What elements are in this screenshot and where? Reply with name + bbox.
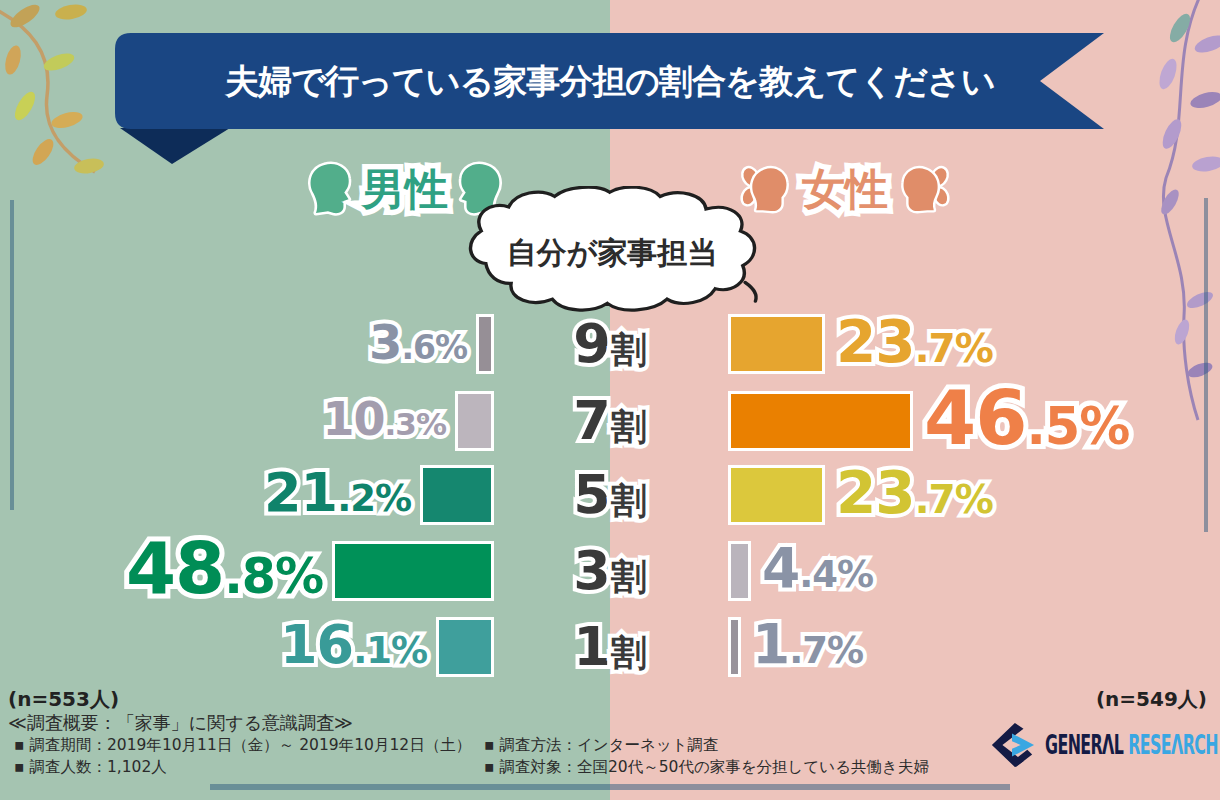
female-label: 女性 (802, 168, 888, 211)
category-5割: 5割 (0, 468, 1220, 535)
survey-target: ▪ 調査対象：全国20代～50代の家事を分担している共働き夫婦 (484, 760, 929, 776)
value-female-5割: 23.7% (836, 464, 993, 522)
survey-period: ▪ 調査期間：2019年10月11日（金）～ 2019年10月12日（土） (14, 738, 471, 754)
survey-method: ▪ 調査方法：インターネット調査 (484, 738, 719, 754)
value-female-3割: 4.4% (762, 541, 873, 596)
male-sample-size: (n=553人) (8, 686, 119, 713)
bar-female-1割 (731, 620, 738, 674)
category-1割: 1割 (0, 620, 1220, 687)
infographic: 夫婦で行っている家事分担の割合を教えてください 男性 女性 (0, 0, 1220, 800)
category-3割: 3割 (0, 544, 1220, 611)
survey-count: ▪ 調査人数：1,102人 (14, 760, 167, 776)
value-female-7割: 46.5% (924, 381, 1129, 456)
female-sample-size: (n=549人) (1096, 686, 1207, 713)
bar-female-5割 (731, 468, 822, 522)
frame-line-bottom (210, 784, 1010, 790)
legend-female: 女性 (740, 160, 950, 218)
female-head-icon (898, 160, 950, 218)
survey-overview-title: ≪調査概要：「家事」に関する意識調査≫ (8, 714, 353, 732)
bar-female-3割 (731, 544, 748, 598)
bar-female-7割 (731, 394, 910, 448)
male-label: 男性 (362, 168, 448, 211)
male-head-icon (304, 160, 352, 218)
general-research-logo-icon (989, 722, 1035, 768)
value-female-1割: 1.7% (752, 617, 863, 672)
category-9割: 9割 (0, 317, 1220, 384)
general-research-logo: GENERΛL RESEΛRCH (989, 722, 1220, 768)
general-research-logo-text: GENERΛL RESEΛRCH (1045, 730, 1218, 760)
value-female-9割: 23.7% (836, 313, 993, 371)
bar-female-9割 (731, 317, 822, 371)
page-title: 夫婦で行っている家事分担の割合を教えてください (0, 64, 1220, 98)
speech-bubble-label: 自分が家事担当 (456, 238, 768, 268)
